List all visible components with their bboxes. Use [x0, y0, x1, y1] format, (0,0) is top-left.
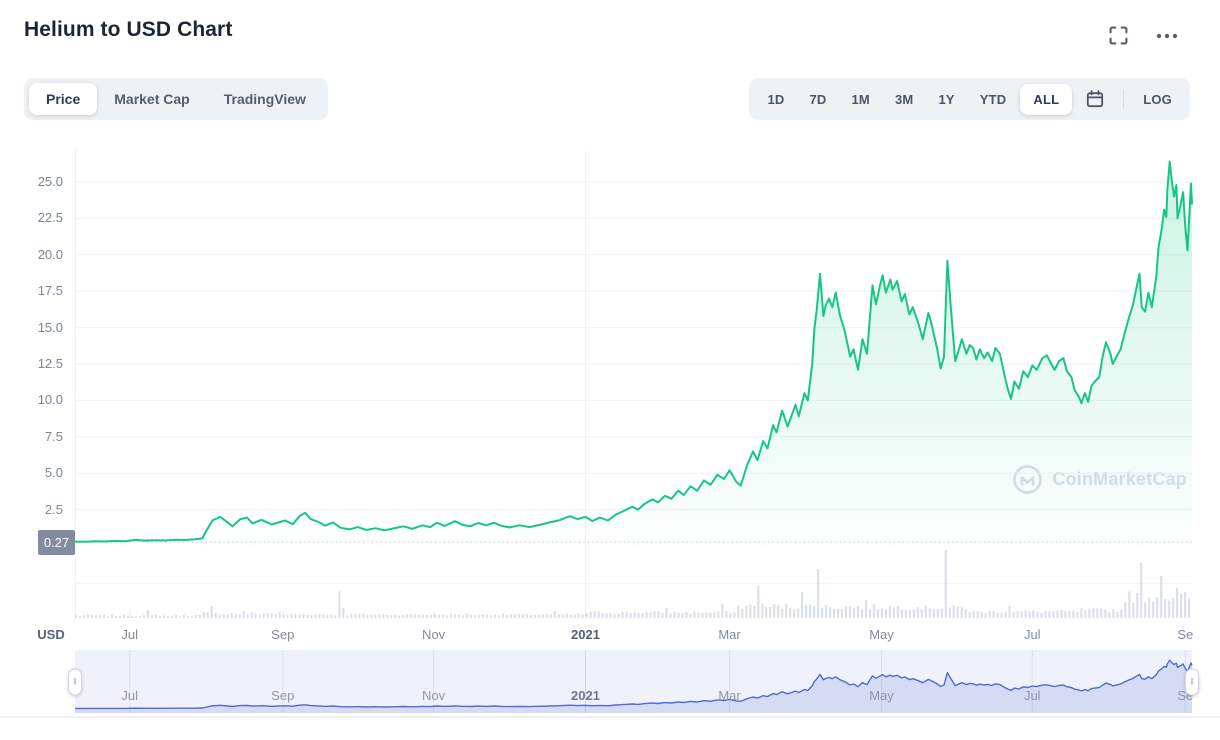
y-axis-label: 20.0 — [37, 246, 63, 262]
tab-market-cap[interactable]: Market Cap — [97, 83, 206, 115]
x-axis-label: Jul — [1023, 627, 1041, 642]
axis-unit-label: USD — [37, 627, 65, 642]
page-title: Helium to USD Chart — [24, 18, 233, 41]
y-axis-label: 25.0 — [37, 174, 63, 189]
range-7d[interactable]: 7D — [798, 84, 837, 115]
y-axis-label: 10.0 — [37, 392, 63, 408]
x-axis-label: Jul — [121, 627, 139, 642]
range-controls: 1D 7D 1M 3M 1Y YTD ALL LOG — [749, 78, 1190, 120]
range-all[interactable]: ALL — [1020, 83, 1073, 115]
range-ytd[interactable]: YTD — [969, 84, 1018, 115]
more-options-ellipsis-icon[interactable] — [1156, 33, 1178, 39]
x-axis-label: May — [869, 627, 894, 642]
coinmarketcap-logo-icon — [1012, 464, 1043, 495]
fullscreen-icon[interactable] — [1109, 26, 1128, 45]
navigator-left-handle[interactable]: ‖ — [68, 668, 82, 695]
divider — [1123, 90, 1125, 108]
tab-tradingview[interactable]: TradingView — [207, 83, 323, 115]
header-actions — [1109, 26, 1178, 45]
range-navigator[interactable]: ‖ ‖ — [68, 650, 1199, 713]
calendar-icon — [1085, 89, 1105, 109]
log-scale-button[interactable]: LOG — [1132, 84, 1183, 115]
y-axis-label: 22.5 — [37, 210, 63, 226]
range-1d[interactable]: 1D — [756, 84, 795, 115]
y-axis-label: 2.5 — [44, 501, 63, 517]
x-axis-label: Nov — [421, 627, 446, 642]
y-axis-label: 7.5 — [44, 428, 63, 444]
navigator-right-handle[interactable]: ‖ — [1185, 668, 1199, 695]
y-axis-label: 17.5 — [37, 283, 63, 299]
chart-header: Helium to USD Chart — [24, 14, 1196, 45]
x-axis-label: Se — [1177, 627, 1194, 642]
coinmarketcap-watermark: CoinMarketCap — [1012, 464, 1187, 495]
panel-bottom-border — [0, 716, 1220, 718]
watermark-text: CoinMarketCap — [1052, 469, 1187, 489]
range-1y[interactable]: 1Y — [927, 84, 965, 115]
chart-type-tabs: Price Market Cap TradingView — [24, 78, 328, 120]
baseline-price-badge: 0.27 — [38, 530, 75, 555]
tab-price[interactable]: Price — [29, 83, 98, 115]
y-axis-label: 15.0 — [37, 319, 63, 335]
y-axis-label: 12.5 — [37, 356, 63, 371]
custom-date-button[interactable] — [1075, 83, 1115, 115]
drag-handle-icon: ‖ — [73, 676, 77, 687]
range-3m[interactable]: 3M — [884, 84, 924, 115]
x-axis-label: 2021 — [571, 627, 600, 642]
range-1m[interactable]: 1M — [841, 84, 881, 115]
x-axis-label: Sep — [271, 627, 295, 642]
drag-handle-icon: ‖ — [1190, 676, 1194, 687]
x-axis-label: Mar — [718, 627, 741, 642]
y-axis-label: 5.0 — [44, 465, 63, 481]
volume-bars — [75, 550, 1191, 618]
